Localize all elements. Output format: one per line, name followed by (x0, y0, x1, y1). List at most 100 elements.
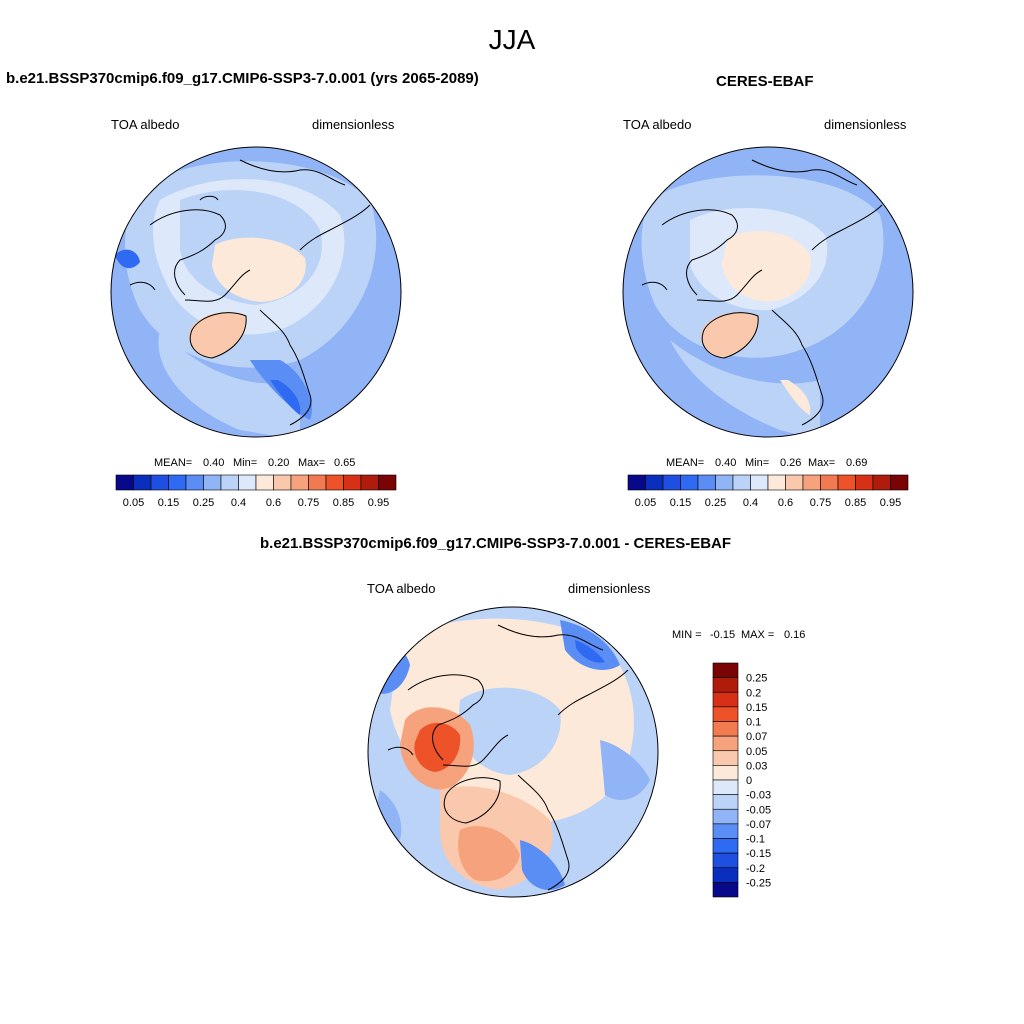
diff-colorbar-box-10 (712, 808, 739, 825)
left-min-value: 0.20 (268, 457, 289, 469)
left-colorbar-tick-label: 0.85 (333, 497, 354, 509)
right-colorbar: 0.05 0.15 0.25 0.4 0.6 0.75 0.85 0.95 (627, 474, 909, 509)
diff-min-label: MIN = (672, 629, 702, 641)
right-colorbar-tick-label: 0.95 (880, 497, 901, 509)
right-colorbar-box-0 (627, 474, 646, 491)
diff-colorbar-box-5 (712, 735, 739, 752)
left-min-label: Min= (233, 457, 257, 469)
diff-colorbar-box-1 (712, 677, 739, 693)
right-colorbar-box-3 (680, 474, 699, 491)
right-colorbar-box-9 (785, 474, 804, 491)
left-colorbar-box-2 (150, 474, 169, 491)
right-colorbar-tick-label: 0.25 (705, 497, 726, 509)
right-max-label: Max= (808, 457, 835, 469)
right-colorbar-tick-label: 0.6 (778, 497, 793, 509)
diff-colorbar-tick-label: 0.25 (746, 673, 767, 685)
diff-colorbar-box-15 (712, 882, 739, 898)
right-mean-label: MEAN= (666, 457, 704, 469)
right-colorbar-box-6 (732, 474, 751, 491)
diff-colorbar-box-9 (712, 794, 739, 810)
left-colorbar-box-4 (185, 474, 204, 491)
right-units-label: dimensionless (824, 117, 907, 132)
diff-colorbar-tick-label: 0.1 (746, 717, 761, 729)
diff-colorbar-tick-label: -0.25 (746, 877, 771, 889)
left-colorbar-box-6 (220, 474, 239, 491)
diff-colorbar-tick-label: -0.03 (746, 790, 771, 802)
diff-colorbar-box-11 (712, 823, 739, 839)
left-colorbar-box-5 (203, 474, 222, 491)
diff-colorbar-tick-label: -0.2 (746, 863, 765, 875)
left-colorbar-box-10 (290, 474, 309, 491)
left-colorbar-box-0 (115, 474, 134, 491)
diff-min-value: -0.15 (710, 629, 735, 641)
diff-colorbar-box-6 (712, 750, 739, 766)
diff-stats: MIN = -0.15 MAX = 0.16 (672, 629, 805, 641)
diff-colorbar-box-0 (712, 662, 739, 678)
left-colorbar-tick-label: 0.15 (158, 497, 179, 509)
diff-colorbar-tick-label: 0 (746, 775, 752, 787)
diff-colorbar-tick-label: -0.15 (746, 848, 771, 860)
left-colorbar-tick-label: 0.75 (298, 497, 319, 509)
left-colorbar-tick-label: 0.25 (193, 497, 214, 509)
diff-colorbar-box-7 (712, 765, 739, 781)
left-colorbar-box-7 (238, 474, 257, 491)
right-colorbar-tick-label: 0.15 (670, 497, 691, 509)
diff-colorbar-box-3 (712, 706, 739, 722)
left-colorbar-box-9 (273, 474, 292, 491)
right-colorbar-box-7 (750, 474, 769, 491)
left-polar-map (110, 146, 402, 438)
diff-colorbar-tick-label: 0.03 (746, 760, 767, 772)
left-colorbar-box-1 (133, 474, 152, 491)
left-units-label: dimensionless (312, 117, 395, 132)
left-colorbar-tick-label: 0.4 (231, 497, 246, 509)
diff-colorbar-tick-label: -0.05 (746, 804, 771, 816)
left-max-label: Max= (298, 457, 325, 469)
diff-colorbar-tick-label: -0.1 (746, 834, 765, 846)
right-colorbar-box-12 (837, 474, 856, 491)
left-colorbar-box-8 (255, 474, 274, 491)
right-colorbar-box-1 (645, 474, 664, 491)
diff-units-label: dimensionless (568, 581, 651, 596)
diff-colorbar-box-14 (712, 867, 739, 883)
left-colorbar-box-12 (325, 474, 344, 491)
diff-colorbar-box-4 (712, 721, 739, 737)
right-min-value: 0.26 (780, 457, 801, 469)
left-colorbar-tick-label: 0.6 (266, 497, 281, 509)
right-colorbar-tick-label: 0.4 (743, 497, 758, 509)
right-colorbar-box-10 (802, 474, 821, 491)
left-colorbar-box-11 (308, 474, 327, 491)
right-colorbar-box-14 (872, 474, 891, 491)
left-max-value: 0.65 (334, 457, 355, 469)
right-max-value: 0.69 (846, 457, 867, 469)
diff-colorbar-box-13 (712, 852, 739, 869)
diff-colorbar-box-2 (712, 691, 739, 708)
left-colorbar-tick-label: 0.05 (123, 497, 144, 509)
right-variable-label: TOA albedo (623, 117, 692, 132)
diff-colorbar-tick-label: 0.05 (746, 746, 767, 758)
diff-colorbar-box-8 (712, 779, 739, 795)
left-mean-value: 0.40 (203, 457, 224, 469)
right-colorbar-box-13 (855, 474, 874, 491)
right-colorbar-tick-label: 0.85 (845, 497, 866, 509)
diff-colorbar-tick-label: 0.2 (746, 687, 761, 699)
left-colorbar-box-14 (360, 474, 379, 491)
left-panel-title: b.e21.BSSP370cmip6.f09_g17.CMIP6-SSP3-7.… (6, 70, 479, 87)
right-colorbar-box-2 (662, 474, 681, 491)
diff-max-label: MAX = (741, 629, 774, 641)
diff-colorbar-box-12 (712, 838, 739, 854)
diff-colorbar-tick-label: 0.15 (746, 702, 767, 714)
right-colorbar-tick-label: 0.75 (810, 497, 831, 509)
left-stats: MEAN= 0.40 Min= 0.20 Max= 0.65 (154, 457, 355, 469)
right-colorbar-box-11 (820, 474, 839, 491)
right-colorbar-box-5 (715, 474, 734, 491)
diff-colorbar: 0.25 0.2 0.15 0.1 0.07 0.05 0.03 0 -0.03 -0.05 -0.… (712, 662, 771, 898)
right-colorbar-box-4 (697, 474, 716, 491)
diff-max-value: 0.16 (784, 629, 805, 641)
left-colorbar-box-3 (168, 474, 187, 491)
right-panel-title: CERES-EBAF (716, 73, 814, 90)
left-colorbar-tick-label: 0.95 (368, 497, 389, 509)
diff-polar-map (367, 606, 659, 898)
right-polar-map (622, 146, 914, 438)
right-stats: MEAN= 0.40 Min= 0.26 Max= 0.69 (666, 457, 867, 469)
